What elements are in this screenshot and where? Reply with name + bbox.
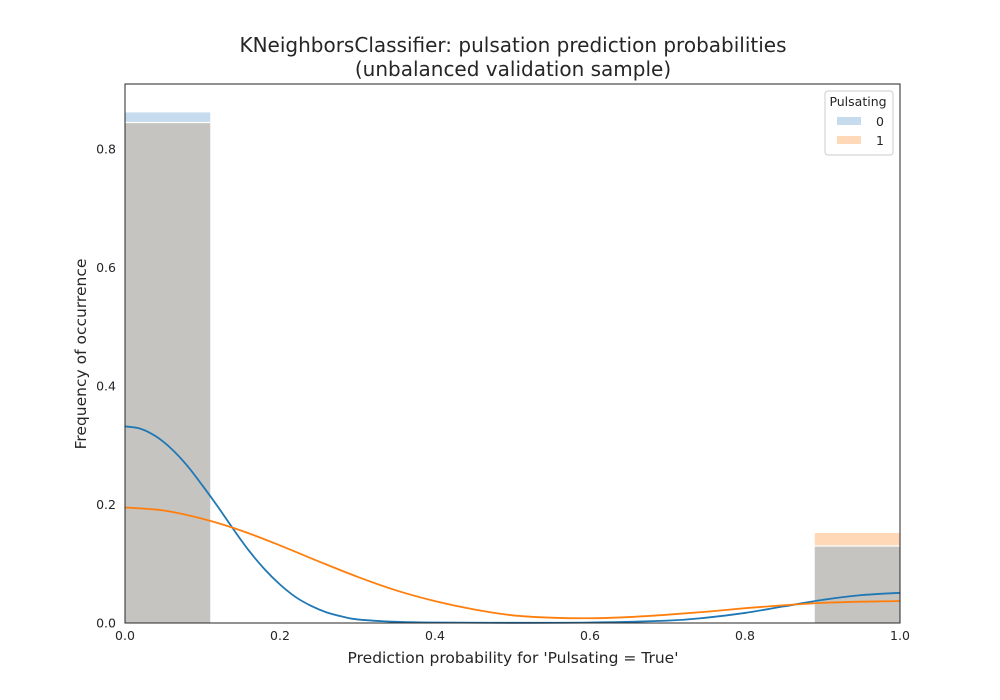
y-tick-label-4: 0.8 xyxy=(96,142,116,157)
chart-title: KNeighborsClassifier: pulsation predicti… xyxy=(239,33,786,57)
kde-line-series-0 xyxy=(124,425,901,624)
x-tick-label-5: 1.0 xyxy=(890,628,910,643)
legend-swatch-1 xyxy=(837,136,861,144)
x-tick-label-3: 0.6 xyxy=(580,628,600,643)
x-tick-label-1: 0.2 xyxy=(270,628,290,643)
y-axis-ticks: 0.0 0.2 0.4 0.6 0.8 xyxy=(96,142,116,631)
plot-area xyxy=(124,112,901,624)
y-tick-label-2: 0.4 xyxy=(96,379,116,394)
legend-label-0: 0 xyxy=(876,114,884,129)
chart-subtitle: (unbalanced validation sample) xyxy=(355,57,671,81)
bar-series-1-bin-1 xyxy=(814,532,900,546)
y-tick-label-1: 0.2 xyxy=(96,497,116,512)
x-axis-label: Prediction probability for 'Pulsating = … xyxy=(348,649,679,667)
x-axis-ticks: 0.0 0.2 0.4 0.6 0.8 1.0 xyxy=(115,628,910,643)
y-axis-label: Frequency of occurrence xyxy=(72,259,90,450)
bar-overlap-bin-0 xyxy=(125,122,211,623)
legend: Pulsating 0 1 xyxy=(824,90,894,156)
x-tick-label-2: 0.4 xyxy=(425,628,445,643)
bar-overlap-bin-1 xyxy=(814,546,900,623)
y-tick-label-3: 0.6 xyxy=(96,260,116,275)
x-tick-label-4: 0.8 xyxy=(735,628,755,643)
plot-frame xyxy=(124,83,901,624)
bar-series-0-bin-0 xyxy=(125,112,211,123)
legend-swatch-0 xyxy=(837,117,861,125)
kde-line-series-1 xyxy=(124,506,901,620)
legend-label-1: 1 xyxy=(876,133,884,148)
legend-title: Pulsating xyxy=(829,94,886,109)
x-tick-label-0: 0.0 xyxy=(115,628,135,643)
y-tick-label-0: 0.0 xyxy=(96,616,116,631)
